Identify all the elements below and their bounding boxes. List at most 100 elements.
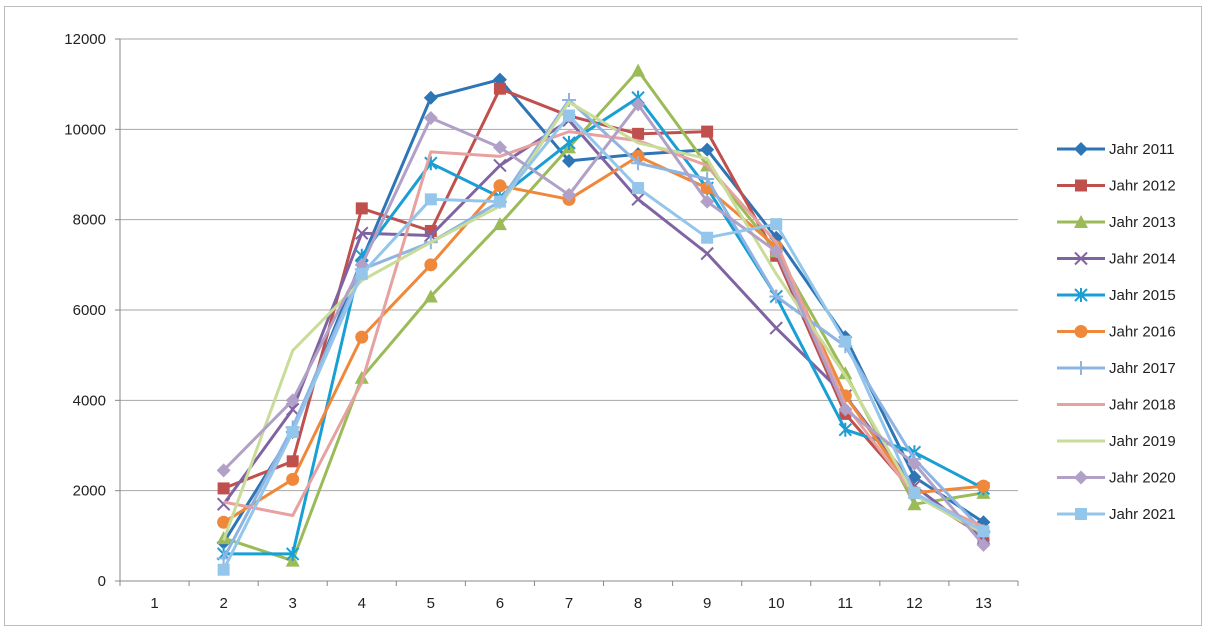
x-tick-label: 12 [906,595,923,612]
data-point-jahr-2011 [700,142,715,157]
data-point-jahr-2021 [977,525,990,538]
x-tick-label: 13 [975,595,992,612]
x-tick-label: 9 [703,595,711,612]
data-point-jahr-2011 [769,230,784,245]
data-point-jahr-2011 [423,90,438,105]
series-jahr-2019 [222,100,985,541]
data-point-jahr-2020 [423,111,438,126]
data-point-jahr-2014 [216,497,231,511]
data-point-jahr-2013 [631,63,646,77]
y-axis-ticks: 0 2000 4000 6000 8000 10000 12000 [64,31,120,590]
legend-item-jahr-2014: Jahr 2014 [1057,251,1176,268]
x-tick-label: 7 [565,595,573,612]
x-tick-label: 4 [358,595,366,612]
data-point-jahr-2014 [631,192,645,207]
data-point-jahr-2021 [839,335,852,348]
x-tick-label: 10 [768,595,785,612]
series-line-jahr-2020 [222,103,985,546]
data-point-jahr-2012 [493,82,506,95]
data-point-jahr-2012 [217,482,230,495]
data-point-jahr-2021 [563,109,575,122]
legend-item-jahr-2012: Jahr 2012 [1057,178,1176,195]
legend-item-jahr-2019: Jahr 2019 [1057,433,1176,450]
data-point-jahr-2014 [769,321,783,335]
legend-label-jahr-2014: Jahr 2014 [1109,251,1176,268]
data-point-jahr-2020 [838,402,853,417]
legend-marker-jahr-2017 [1074,361,1088,375]
data-point-jahr-2014 [700,246,714,261]
data-point-jahr-2021 [424,193,437,206]
y-tick-label: 10000 [64,121,106,138]
legend-label-jahr-2019: Jahr 2019 [1109,433,1176,450]
data-point-jahr-2014 [493,158,507,173]
data-point-jahr-2015 [285,546,300,561]
data-point-jahr-2014 [355,226,369,240]
data-point-jahr-2013 [907,497,922,511]
data-point-jahr-2020 [769,244,784,259]
legend-marker-jahr-2016 [1074,325,1088,338]
x-tick-label: 2 [219,595,227,612]
x-tick-label: 5 [427,595,435,612]
data-point-jahr-2021 [908,486,921,499]
legend-marker-jahr-2014 [1074,251,1088,266]
y-tick-label: 4000 [73,392,106,409]
data-point-jahr-2020 [492,140,507,155]
data-point-jahr-2020 [631,97,646,112]
series-line-jahr-2012 [223,87,985,538]
legend-item-jahr-2011: Jahr 2011 [1057,141,1175,158]
data-point-jahr-2020 [907,456,922,471]
data-point-jahr-2021 [355,267,368,280]
data-point-jahr-2012 [632,127,645,140]
legend-item-jahr-2013: Jahr 2013 [1057,214,1176,231]
data-point-jahr-2020 [976,537,991,552]
series-jahr-2020 [216,97,991,552]
data-point-jahr-2021 [632,182,645,195]
data-point-jahr-2016 [355,330,369,344]
data-point-jahr-2017 [769,289,784,304]
legend-marker-jahr-2015 [1074,288,1088,302]
legend-item-jahr-2016: Jahr 2016 [1057,324,1176,341]
x-tick-label: 3 [289,595,297,612]
series-lines [216,63,991,576]
legend-label-jahr-2015: Jahr 2015 [1109,287,1176,304]
y-tick-label: 0 [98,573,106,590]
data-point-jahr-2012 [355,202,368,215]
legend-item-jahr-2018: Jahr 2018 [1057,397,1176,414]
data-point-jahr-2015 [838,422,853,437]
x-tick-label: 1 [150,595,158,612]
y-tick-label: 6000 [73,302,106,319]
data-point-jahr-2015 [562,135,576,150]
data-point-jahr-2013 [838,366,853,380]
legend-label-jahr-2016: Jahr 2016 [1109,324,1176,341]
data-point-jahr-2016 [217,515,231,529]
data-point-jahr-2021 [770,218,783,231]
data-point-jahr-2021 [701,231,714,244]
data-point-jahr-2012 [701,125,714,138]
legend-label-jahr-2017: Jahr 2017 [1109,360,1176,377]
x-tick-label: 6 [496,595,504,612]
data-point-jahr-2021 [286,425,299,438]
legend-label-jahr-2020: Jahr 2020 [1109,470,1176,487]
y-tick-label: 2000 [73,483,106,500]
data-point-jahr-2016 [424,258,438,272]
series-line-jahr-2013 [223,69,984,563]
legend: Jahr 2011 Jahr 2012 Jahr 2013 Jahr 2014 Jahr… [1057,141,1176,523]
x-axis-ticks: 1 2 3 4 5 6 7 8 9 10 11 12 13 [119,581,1019,612]
legend-marker-jahr-2011 [1074,142,1088,156]
y-tick-label: 8000 [73,212,106,229]
data-point-jahr-2017 [631,156,646,171]
legend-item-jahr-2017: Jahr 2017 [1057,360,1176,377]
legend-marker-jahr-2013 [1074,215,1088,228]
legend-label-jahr-2012: Jahr 2012 [1109,178,1176,195]
x-tick-label: 8 [634,595,642,612]
legend-marker-jahr-2012 [1075,179,1087,192]
data-point-jahr-2016 [976,479,990,493]
data-point-jahr-2020 [562,187,576,202]
data-point-jahr-2016 [286,472,300,486]
series-jahr-2021 [217,109,990,576]
legend-item-jahr-2015: Jahr 2015 [1057,287,1176,304]
legend-label-jahr-2011: Jahr 2011 [1109,141,1175,158]
series-line-jahr-2016 [222,154,984,524]
legend-item-jahr-2021: Jahr 2021 [1057,506,1176,523]
